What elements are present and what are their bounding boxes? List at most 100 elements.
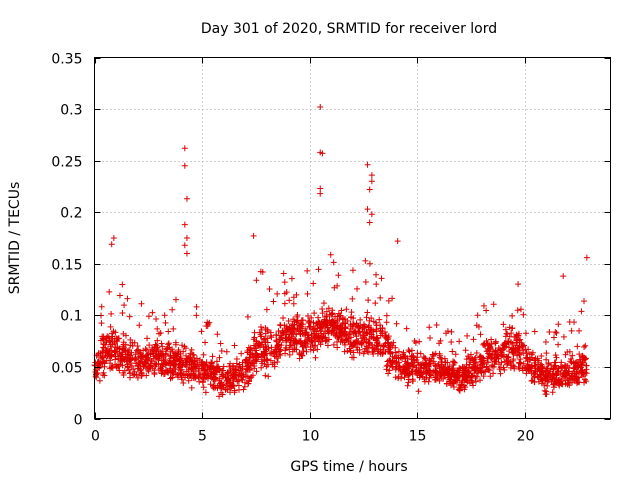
data-point xyxy=(138,369,145,376)
data-point xyxy=(308,314,315,321)
data-point xyxy=(250,232,257,239)
data-point xyxy=(498,351,505,358)
data-point xyxy=(170,362,177,369)
data-point xyxy=(126,370,133,377)
y-tick-label: 0.05 xyxy=(51,361,82,377)
data-point xyxy=(165,341,172,348)
data-point xyxy=(220,382,227,389)
data-point xyxy=(258,364,265,371)
data-point xyxy=(298,341,305,348)
data-point xyxy=(230,383,237,390)
data-point xyxy=(97,355,104,362)
data-point xyxy=(119,310,126,317)
data-point xyxy=(538,352,545,359)
x-tick-label: 15 xyxy=(409,429,427,445)
data-point xyxy=(559,381,566,388)
data-point xyxy=(357,316,364,323)
data-point xyxy=(162,319,169,326)
data-point xyxy=(276,351,283,358)
data-point xyxy=(258,324,265,331)
data-point xyxy=(152,352,159,359)
data-point xyxy=(265,373,272,380)
data-point xyxy=(414,354,421,361)
data-point xyxy=(430,369,437,376)
data-point xyxy=(453,375,460,382)
data-point xyxy=(425,378,432,385)
data-point xyxy=(517,336,524,343)
data-point xyxy=(245,380,252,387)
data-point xyxy=(173,354,180,361)
data-point xyxy=(270,298,277,305)
data-point xyxy=(171,361,178,368)
data-point xyxy=(347,325,354,332)
data-point xyxy=(138,300,145,307)
data-point xyxy=(386,357,393,364)
data-point xyxy=(336,333,343,340)
data-point xyxy=(492,348,499,355)
y-tick-label: 0.1 xyxy=(60,309,82,325)
data-point xyxy=(142,356,149,363)
data-point xyxy=(377,332,384,339)
data-point xyxy=(277,346,284,353)
data-point xyxy=(566,368,573,375)
data-point xyxy=(320,321,327,328)
data-point xyxy=(243,372,250,379)
data-point xyxy=(416,338,423,345)
data-point xyxy=(520,311,527,318)
data-point xyxy=(468,365,475,372)
data-point xyxy=(258,333,265,340)
data-point xyxy=(159,343,166,350)
data-point xyxy=(172,296,179,303)
data-point xyxy=(449,366,456,373)
data-point xyxy=(311,342,318,349)
data-point xyxy=(422,361,429,368)
x-tick-label: 5 xyxy=(198,429,207,445)
data-point xyxy=(357,331,364,338)
data-point xyxy=(251,329,258,336)
data-point xyxy=(373,271,380,278)
data-point xyxy=(548,378,555,385)
data-point xyxy=(480,373,487,380)
data-point xyxy=(484,359,491,366)
data-point xyxy=(315,266,322,273)
data-point xyxy=(126,313,133,320)
data-point xyxy=(366,219,373,226)
data-point xyxy=(263,306,270,313)
data-point xyxy=(517,356,524,363)
data-point xyxy=(383,312,390,319)
data-point xyxy=(464,332,471,339)
data-point xyxy=(157,329,164,336)
data-point xyxy=(124,295,131,302)
data-point xyxy=(560,273,567,280)
data-point xyxy=(324,324,331,331)
data-point xyxy=(265,361,272,368)
data-point xyxy=(174,356,181,363)
data-point xyxy=(502,326,509,333)
data-point xyxy=(502,333,509,340)
data-point xyxy=(154,337,161,344)
y-tick-label: 0.25 xyxy=(51,155,82,171)
data-point xyxy=(580,354,587,361)
data-point xyxy=(170,325,177,332)
data-point xyxy=(425,361,432,368)
data-point xyxy=(184,372,191,379)
data-point xyxy=(366,326,373,333)
data-point xyxy=(144,335,151,342)
data-point xyxy=(235,386,242,393)
data-point xyxy=(193,312,200,319)
data-point xyxy=(281,322,288,329)
data-point xyxy=(573,375,580,382)
data-point xyxy=(235,374,242,381)
data-point xyxy=(334,344,341,351)
data-point xyxy=(370,351,377,358)
data-point xyxy=(266,350,273,357)
data-point xyxy=(267,329,274,336)
data-point xyxy=(455,386,462,393)
data-point xyxy=(322,334,329,341)
data-point xyxy=(181,242,188,249)
data-point xyxy=(262,325,269,332)
data-point xyxy=(523,355,530,362)
data-point xyxy=(132,351,139,358)
data-point xyxy=(274,358,281,365)
data-point xyxy=(372,300,379,307)
